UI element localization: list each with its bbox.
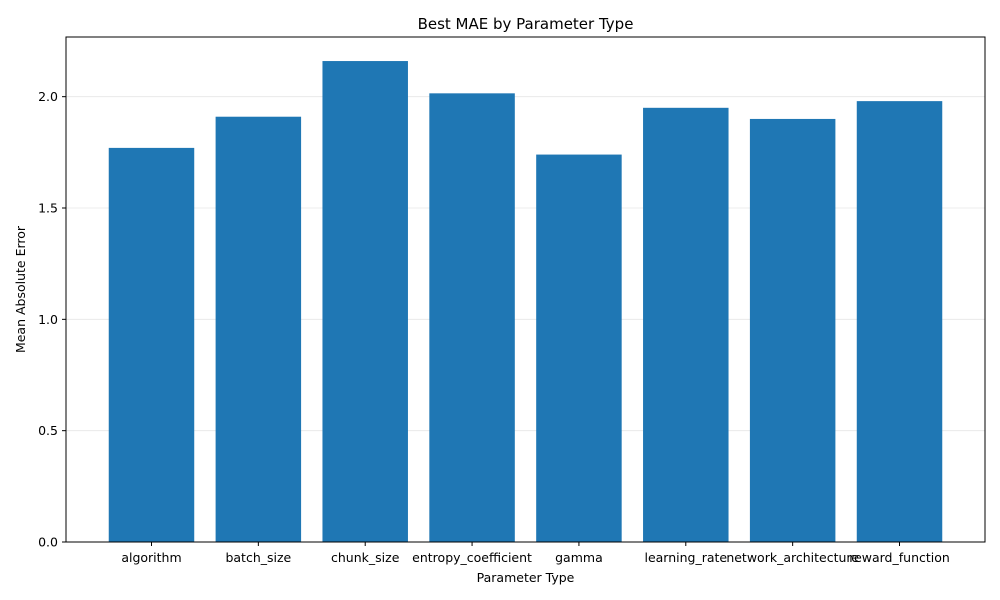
x-tick-label: gamma [555, 550, 603, 565]
x-tick-label: algorithm [121, 550, 181, 565]
plot-frame [65, 36, 986, 543]
x-tick-label: network_architecture [726, 550, 859, 565]
y-tick-label: 1.5 [38, 201, 58, 216]
bars [108, 61, 943, 543]
y-tick-label: 2.0 [38, 89, 58, 104]
bar-batch-size [215, 116, 302, 542]
y-tick-label: 0.0 [38, 535, 58, 550]
x-tick-label: reward_function [849, 550, 950, 565]
gridlines [66, 96, 985, 543]
bar-entropy-coefficient [429, 93, 515, 542]
x-tick-label: chunk_size [331, 550, 400, 565]
x-tick-label: batch_size [225, 550, 291, 565]
bar-network-architecture [749, 118, 836, 542]
bar-gamma [536, 154, 622, 542]
x-axis-ticks: algorithm batch_size chunk_size entropy_coe… [121, 542, 950, 565]
bar-chunk-size [322, 61, 408, 543]
bar-reward-function [856, 101, 943, 542]
y-axis-label: Mean Absolute Error [13, 225, 28, 353]
x-axis-label: Parameter Type [477, 570, 575, 585]
x-tick-label: learning_rate [644, 550, 727, 565]
bar-algorithm [108, 147, 195, 543]
y-tick-label: 0.5 [38, 423, 58, 438]
chart-title: Best MAE by Parameter Type [418, 15, 634, 33]
y-axis-ticks: 0.0 0.5 1.0 1.5 2.0 [38, 89, 66, 550]
y-tick-label: 1.0 [38, 312, 58, 327]
x-tick-label: entropy_coefficient [412, 550, 532, 565]
bar-learning-rate [643, 107, 729, 542]
